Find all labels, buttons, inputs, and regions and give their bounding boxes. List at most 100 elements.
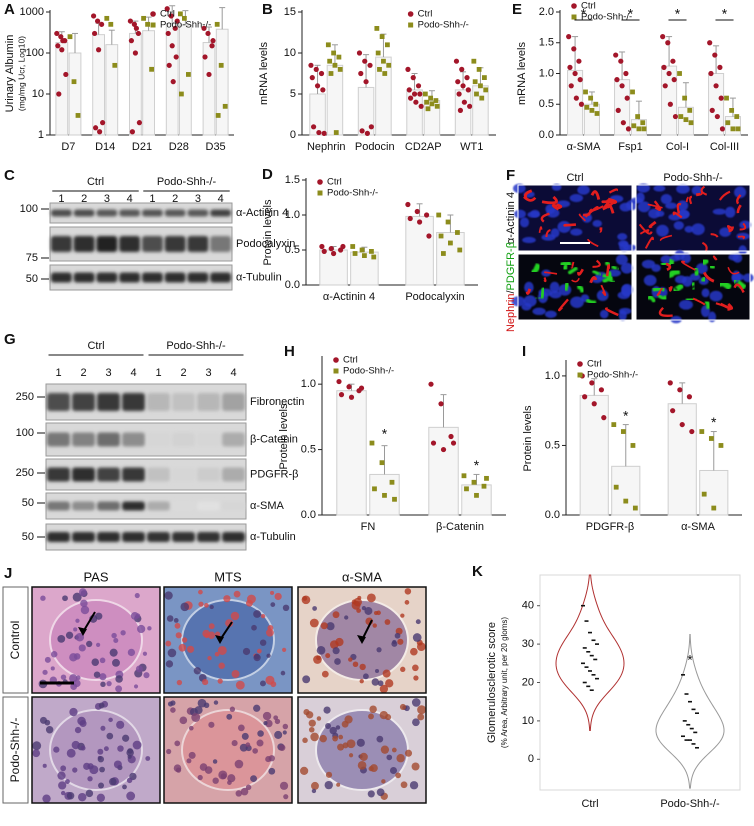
blot-band [164, 236, 186, 252]
cell-nucleus [412, 718, 420, 727]
red-stain [544, 271, 558, 275]
cell-nucleus [362, 673, 369, 680]
lane-label: 1 [55, 367, 61, 379]
cell-nucleus [385, 679, 394, 688]
data-point [170, 79, 176, 85]
data-point [330, 250, 337, 257]
mw-marker: 50 [26, 273, 38, 285]
cell-nucleus [320, 622, 328, 630]
cell-nucleus [66, 748, 76, 758]
blot-band [172, 467, 195, 482]
blot-band [197, 532, 220, 542]
data-point [384, 42, 390, 48]
green-stain [708, 264, 716, 271]
cell-nucleus [282, 647, 287, 653]
cell-nucleus [273, 715, 279, 721]
cell-nucleus [282, 604, 290, 612]
cell-nucleus [379, 684, 389, 694]
blot-band [197, 393, 220, 411]
data-point [632, 505, 638, 511]
blot-band [210, 236, 232, 252]
legend-label: Podo-Shh-/- [327, 188, 378, 199]
histology-frame [31, 696, 161, 804]
cell-nucleus [45, 726, 54, 734]
y-tick-label: 1.0 [539, 67, 554, 79]
data-point [100, 120, 106, 126]
data-point [128, 38, 135, 44]
nucleus [709, 290, 723, 302]
y-tick-label: 0.5 [539, 98, 554, 110]
data-point [436, 212, 442, 218]
nucleus [550, 228, 560, 238]
nucleus [695, 263, 708, 275]
legend-marker [150, 22, 156, 28]
data-point [438, 401, 444, 407]
bar [68, 52, 82, 136]
data-point [438, 233, 444, 239]
nucleus [569, 194, 584, 203]
nucleus [665, 202, 678, 209]
cell-nucleus [234, 759, 244, 769]
data-point [708, 70, 714, 77]
data-point [328, 246, 334, 252]
y-tick-label: 0.0 [301, 509, 316, 521]
blot-band [210, 209, 232, 217]
nucleus [599, 309, 609, 319]
micrograph-frame [517, 184, 633, 252]
bar [142, 30, 155, 136]
lane-label: 4 [130, 367, 136, 379]
green-stain [701, 258, 710, 265]
data-point [455, 79, 461, 85]
cell-nucleus [44, 656, 51, 663]
data-point [730, 126, 736, 132]
cell-nucleus [71, 740, 80, 750]
cell-nucleus [397, 638, 404, 645]
blot-band [222, 501, 245, 511]
data-point [429, 101, 435, 107]
data-point [218, 62, 224, 68]
cell-nucleus [91, 658, 100, 666]
data-point [640, 120, 646, 126]
cell-nucleus [207, 655, 212, 661]
lane-label: 1 [155, 367, 161, 379]
data-point [677, 387, 683, 393]
data-point [484, 475, 489, 481]
cell-nucleus [411, 762, 420, 771]
cell-nucleus [143, 672, 150, 679]
green-stain [563, 281, 570, 291]
data-point [666, 70, 672, 77]
cell-nucleus [334, 658, 341, 665]
data-point [623, 498, 629, 504]
column-label: PAS [83, 569, 108, 584]
data-point [699, 429, 705, 434]
cell-nucleus [50, 651, 58, 658]
data-point [205, 30, 211, 37]
data-point [630, 443, 636, 448]
cell-nucleus [42, 794, 51, 803]
nucleus [653, 185, 666, 192]
cell-nucleus [376, 788, 385, 797]
blot-band [172, 501, 195, 511]
cell-nucleus [310, 732, 319, 742]
y-tick-label: 0.5 [285, 244, 300, 256]
data-point [132, 50, 139, 56]
cell-nucleus [79, 720, 87, 728]
red-stain [639, 229, 650, 235]
legend-label: Ctrl [327, 177, 342, 188]
data-point [410, 75, 416, 81]
x-tick-label: Podo-Shh-/- [660, 798, 720, 810]
data-point [678, 114, 684, 119]
annotation: * [474, 457, 480, 473]
cell-nucleus [186, 758, 192, 764]
cell-nucleus [116, 720, 125, 729]
data-point [71, 79, 77, 85]
x-tick-label: β-Catenin [436, 521, 484, 533]
data-point [677, 71, 682, 76]
group-label: Podo-Shh-/- [166, 340, 226, 352]
data-point [457, 107, 464, 113]
data-point [321, 130, 327, 136]
nucleus [570, 296, 584, 308]
blot-band [197, 432, 220, 447]
cell-nucleus [194, 706, 203, 715]
nucleus [615, 254, 628, 266]
